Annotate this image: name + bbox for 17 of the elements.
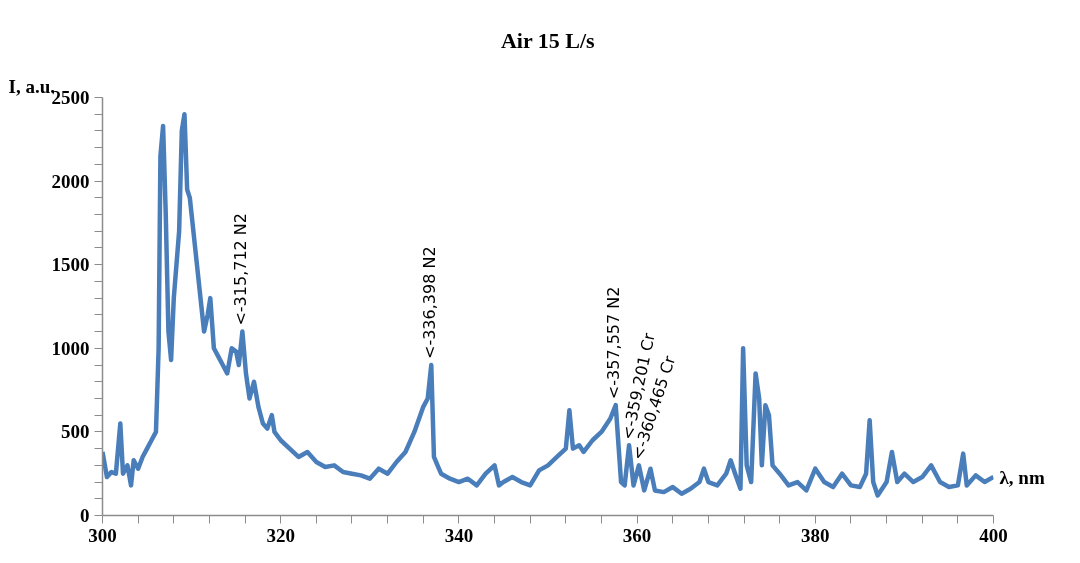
x-tick-label: 400 [979, 524, 1008, 546]
x-tick-label: 360 [622, 524, 652, 546]
x-tick-label: 320 [266, 524, 295, 546]
x-axis-title: λ, nm [999, 467, 1045, 489]
y-tick-label: 0 [80, 505, 90, 526]
y-tick-label: 2000 [51, 170, 90, 192]
x-tick-label: 340 [444, 524, 474, 546]
annotation: <-315,712 N2 [230, 213, 250, 326]
x-tick-label: 300 [88, 524, 117, 546]
annotation: <-357,557 N2 [604, 286, 624, 400]
y-tick-label: 1500 [51, 254, 90, 276]
x-tick-label: 380 [801, 524, 830, 546]
chart-title: Air 15 L/s [500, 27, 596, 53]
y-tick-label: 500 [61, 421, 90, 443]
line-series [102, 111, 994, 498]
annotation: <-336,398 N2 [419, 246, 439, 360]
y-tick-label: 1000 [51, 337, 90, 359]
